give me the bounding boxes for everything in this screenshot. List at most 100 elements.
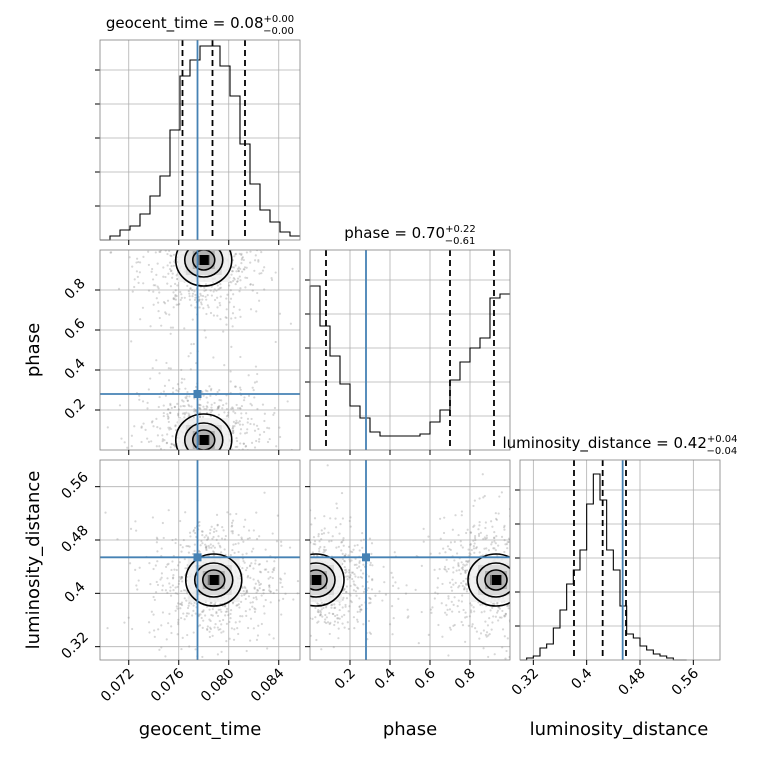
- sample-point: [223, 604, 226, 607]
- x-tick-label: 0.6: [412, 665, 439, 692]
- sample-point: [193, 665, 195, 667]
- sample-point: [293, 511, 295, 513]
- sample-point: [513, 607, 515, 609]
- sample-point: [263, 558, 265, 560]
- sample-point: [171, 233, 173, 235]
- sample-point: [168, 267, 172, 271]
- sample-point: [485, 635, 488, 638]
- sample-point: [347, 627, 350, 631]
- sample-point: [464, 569, 467, 572]
- sample-point: [568, 616, 570, 618]
- sample-point: [465, 583, 468, 586]
- sample-point: [295, 594, 297, 596]
- sample-point: [220, 650, 223, 653]
- sample-point: [267, 577, 270, 580]
- sample-point: [493, 602, 496, 605]
- sample-point: [222, 630, 225, 633]
- sample-point: [185, 211, 187, 213]
- sample-point: [268, 589, 271, 592]
- sample-point: [217, 542, 220, 545]
- sample-point: [244, 592, 247, 595]
- sample-point: [219, 504, 221, 506]
- sample-point: [158, 232, 160, 234]
- sample-point: [209, 627, 213, 631]
- sample-point: [338, 603, 341, 606]
- sample-point: [457, 562, 460, 565]
- sample-point: [209, 626, 212, 629]
- sample-point: [515, 564, 517, 566]
- sample-point: [552, 558, 554, 560]
- sample-point: [493, 531, 496, 534]
- sample-point: [306, 615, 308, 617]
- sample-point: [235, 604, 238, 607]
- sample-point: [239, 279, 242, 282]
- sample-point: [249, 229, 251, 231]
- sample-point: [340, 541, 343, 544]
- sample-point: [503, 550, 506, 554]
- sample-point: [183, 405, 186, 408]
- sample-point: [184, 396, 187, 399]
- sample-point: [150, 610, 153, 613]
- sample-point: [451, 578, 454, 581]
- sample-point: [265, 581, 267, 583]
- sample-point: [127, 616, 130, 619]
- sample-point: [275, 606, 277, 608]
- sample-point: [169, 476, 171, 478]
- sample-point: [176, 602, 180, 605]
- sample-point: [223, 538, 227, 541]
- sample-point: [162, 390, 166, 393]
- sample-point: [187, 403, 190, 406]
- sample-point: [205, 534, 208, 537]
- sample-point: [148, 631, 151, 634]
- sample-point: [250, 404, 253, 407]
- sample-point: [185, 612, 189, 615]
- sample-point: [263, 266, 266, 269]
- sample-point: [198, 407, 202, 410]
- sample-point: [200, 199, 202, 201]
- sample-point: [152, 225, 154, 227]
- sample-point: [346, 575, 350, 578]
- sample-point: [249, 576, 252, 579]
- sample-point: [305, 589, 307, 591]
- sample-point: [325, 616, 328, 619]
- sample-point: [231, 184, 233, 186]
- sample-point: [287, 609, 289, 611]
- sample-point: [333, 623, 336, 627]
- sample-point: [249, 564, 252, 567]
- sample-point: [213, 236, 215, 238]
- sample-point: [177, 621, 180, 624]
- sample-point: [172, 306, 175, 309]
- sample-point: [227, 411, 230, 414]
- sample-point: [171, 391, 175, 394]
- sample-point: [516, 599, 518, 601]
- sample-point: [523, 614, 525, 616]
- sample-point: [172, 478, 174, 480]
- sample-point: [304, 580, 306, 582]
- sample-point: [256, 589, 260, 592]
- sample-point: [356, 566, 359, 570]
- sample-point: [370, 588, 374, 591]
- sample-point: [236, 445, 239, 448]
- sample-point: [280, 607, 282, 609]
- sample-point: [296, 626, 298, 628]
- sample-point: [230, 455, 232, 457]
- sample-point: [219, 546, 222, 549]
- sample-point: [231, 266, 234, 269]
- sample-point: [361, 576, 364, 579]
- sample-point: [160, 324, 163, 327]
- sample-point: [378, 590, 381, 593]
- sample-point: [159, 447, 163, 450]
- 2d-phase-luminosity_distance-panel: 0.2 0.4 0.6 0.8: [263, 459, 570, 693]
- sample-point: [214, 232, 216, 234]
- sample-point: [215, 518, 217, 520]
- sample-point: [199, 398, 202, 401]
- sample-point: [523, 599, 525, 601]
- sample-point: [180, 550, 183, 553]
- sample-point: [168, 250, 171, 253]
- sample-point: [204, 283, 208, 286]
- title-plus: +0.00: [264, 14, 295, 25]
- sample-point: [162, 411, 165, 415]
- sample-point: [258, 570, 262, 573]
- sample-point: [170, 265, 173, 268]
- sample-point: [160, 547, 163, 550]
